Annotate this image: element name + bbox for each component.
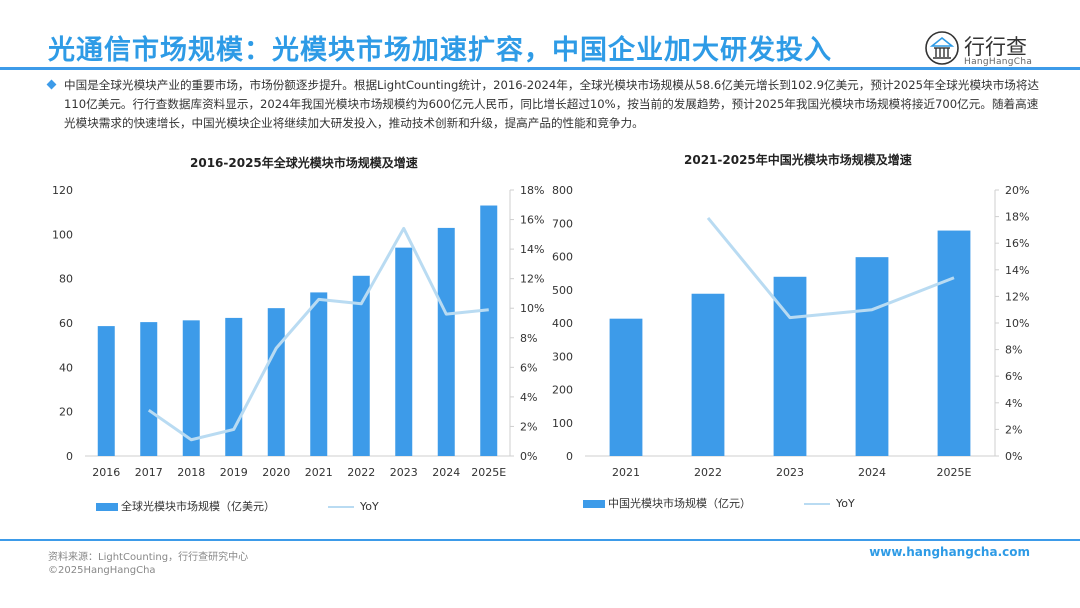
chart2-y2-tick-label: 20% — [1005, 184, 1029, 197]
chart1-y2-tick-label: 18% — [520, 184, 544, 197]
summary-paragraph: 中国是全球光模块产业的重要市场，市场份额逐步提升。根据LightCounting… — [46, 76, 1048, 133]
chart1-x-tick-label: 2016 — [92, 466, 120, 479]
chart1-x-tick-label: 2024 — [432, 466, 460, 479]
chart1-x-tick-label: 2018 — [177, 466, 205, 479]
chart1-y2-tick-label: 16% — [520, 214, 544, 227]
chart1-x-tick-label: 2022 — [347, 466, 375, 479]
chart1-legend-bar-label: 全球光模块市场规模（亿美元） — [121, 500, 275, 513]
chart1-y2-tick-label: 8% — [520, 332, 537, 345]
legend-line-swatch — [328, 506, 354, 508]
global-market-chart: 0 20 40 60 80 100 120 0% 2% 4% 6% 8% 10% 12% 14% 16% 18%… — [52, 184, 544, 479]
header-divider — [0, 67, 1080, 70]
china-market-chart: 0 100 200 300 400 500 600 700 800 0% 2% 4% 6% 8% 10% 12… — [552, 184, 1029, 479]
chart2-legend: 中国光模块市场规模（亿元） YoY — [583, 495, 855, 511]
chart2-bar — [609, 318, 643, 456]
chart1-y-tick-label: 20 — [59, 406, 73, 419]
diamond-bullet-icon — [46, 79, 57, 90]
chart2-x-tick-label: 2022 — [694, 466, 722, 479]
chart1-x-tick-label: 2017 — [135, 466, 163, 479]
legend-bar-swatch — [96, 503, 118, 511]
chart1-x-tick-label: 2023 — [390, 466, 418, 479]
chart2-y2-tick-label: 2% — [1005, 423, 1022, 436]
chart1-y-tick-label: 100 — [52, 228, 73, 241]
chart2-y2-tick-label: 18% — [1005, 211, 1029, 224]
chart2-y2-tick-label: 6% — [1005, 370, 1022, 383]
logo-text: 行行查 — [964, 35, 1027, 59]
chart1-legend-line-label: YoY — [360, 500, 379, 513]
chart1-bar — [140, 322, 158, 456]
summary-text: 中国是全球光模块产业的重要市场，市场份额逐步提升。根据LightCounting… — [64, 78, 1040, 130]
chart2-y-tick-label: 200 — [552, 384, 573, 397]
chart1-bar — [267, 308, 285, 456]
chart2-bar — [937, 230, 971, 456]
chart2-y-tick-label: 300 — [552, 350, 573, 363]
brand-logo: 行行查 HangHangCha — [924, 30, 1054, 70]
chart2-bar — [855, 257, 889, 456]
chart2-y2-tick-label: 4% — [1005, 397, 1022, 410]
chart2-y-tick-label: 800 — [552, 184, 573, 197]
chart1-bar — [395, 247, 413, 456]
chart2-y2-tick-label: 10% — [1005, 317, 1029, 330]
chart2-y-tick-label: 0 — [566, 450, 573, 463]
legend-line-swatch — [804, 503, 830, 505]
chart2-y2-tick-label: 12% — [1005, 290, 1029, 303]
chart1-y2-tick-label: 0% — [520, 450, 537, 463]
chart1-bar — [225, 317, 243, 456]
logo-subtext: HangHangCha — [964, 57, 1033, 67]
chart1-bar — [352, 275, 370, 456]
chart2-yoy-line — [706, 216, 955, 320]
chart1-y2-tick-label: 4% — [520, 391, 537, 404]
chart1-bar — [310, 292, 328, 456]
chart2-title: 2021-2025年中国光模块市场规模及增速 — [684, 153, 912, 167]
chart2-y-tick-label: 600 — [552, 251, 573, 264]
chart2-legend-bar-label: 中国光模块市场规模（亿元） — [608, 497, 751, 510]
copyright-note: ©2025HangHangCha — [48, 565, 156, 576]
chart2-y-tick-label: 400 — [552, 317, 573, 330]
website-link[interactable]: www.hanghangcha.com — [869, 545, 1030, 559]
chart2-y2-tick-label: 8% — [1005, 344, 1022, 357]
chart1-legend: 全球光模块市场规模（亿美元） YoY — [96, 498, 379, 514]
chart1-y2-tick-label: 2% — [520, 420, 537, 433]
chart2-legend-line-label: YoY — [836, 497, 855, 510]
chart1-y-tick-label: 120 — [52, 184, 73, 197]
chart2-y2-tick-label: 0% — [1005, 450, 1022, 463]
chart2-x-tick-label: 2025E — [937, 466, 972, 479]
legend-bar-swatch — [583, 500, 605, 508]
building-icon — [925, 31, 959, 65]
chart1-bar — [97, 326, 115, 456]
chart2-y-tick-label: 100 — [552, 417, 573, 430]
chart1-x-tick-label: 2025E — [471, 466, 506, 479]
source-note: 资料来源：LightCounting，行行查研究中心 — [48, 552, 249, 563]
chart1-bar — [437, 227, 455, 456]
chart2-x-tick-label: 2023 — [776, 466, 804, 479]
chart1-y-tick-label: 80 — [59, 273, 73, 286]
chart1-y-tick-label: 40 — [59, 361, 73, 374]
chart2-x-tick-label: 2021 — [612, 466, 640, 479]
page-title: 光通信市场规模：光模块市场加速扩容，中国企业加大研发投入 — [48, 35, 832, 66]
chart1-yoy-line — [147, 226, 489, 442]
chart2-y-tick-label: 700 — [552, 217, 573, 230]
chart1-x-tick-label: 2020 — [262, 466, 290, 479]
chart1-y2-tick-label: 6% — [520, 361, 537, 374]
footer-divider — [0, 539, 1080, 541]
chart2-bar — [691, 293, 725, 456]
chart1-x-tick-label: 2021 — [305, 466, 333, 479]
chart2-y-tick-label: 500 — [552, 284, 573, 297]
chart1-bar — [480, 205, 498, 456]
chart2-y2-tick-label: 14% — [1005, 264, 1029, 277]
chart2-x-tick-label: 2024 — [858, 466, 886, 479]
chart2-y2-tick-label: 16% — [1005, 237, 1029, 250]
chart1-y-tick-label: 0 — [66, 450, 73, 463]
chart1-y2-tick-label: 14% — [520, 243, 544, 256]
chart1-y2-tick-label: 12% — [520, 273, 544, 286]
chart1-y-tick-label: 60 — [59, 317, 73, 330]
chart1-x-tick-label: 2019 — [220, 466, 248, 479]
chart1-title: 2016-2025年全球光模块市场规模及增速 — [190, 156, 418, 170]
chart1-y2-tick-label: 10% — [520, 302, 544, 315]
chart1-bar — [182, 320, 200, 456]
